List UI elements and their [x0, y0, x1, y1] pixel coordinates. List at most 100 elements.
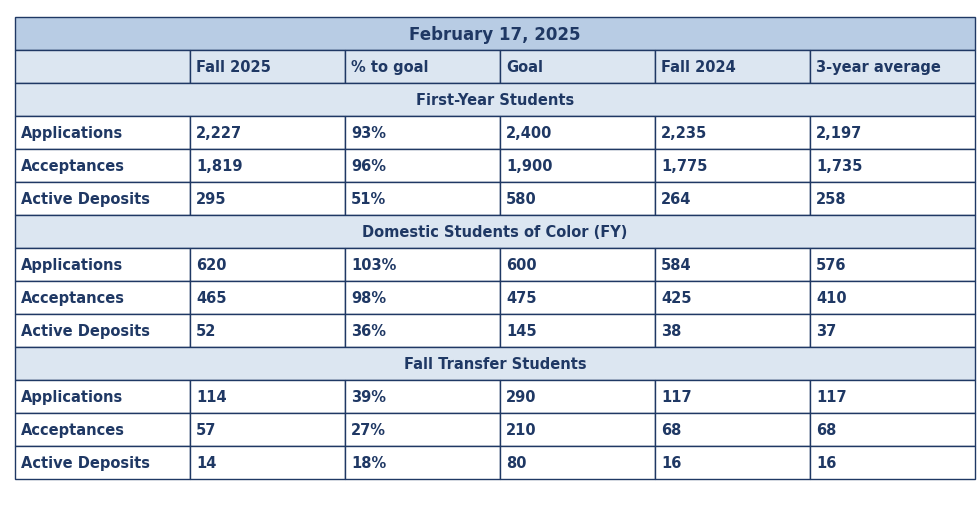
Text: Fall 2024: Fall 2024: [660, 60, 735, 75]
Text: 37: 37: [815, 323, 835, 338]
Text: 96%: 96%: [351, 159, 386, 174]
Bar: [655, 150, 809, 183]
Bar: [345, 380, 499, 413]
Text: 16: 16: [815, 455, 835, 470]
Bar: [15, 248, 190, 281]
Text: 80: 80: [505, 455, 526, 470]
Text: 14: 14: [195, 455, 216, 470]
Bar: [345, 150, 499, 183]
Bar: [190, 51, 345, 84]
Text: 36%: 36%: [351, 323, 386, 338]
Text: 580: 580: [505, 191, 536, 207]
Bar: [15, 216, 974, 248]
Text: 2,400: 2,400: [505, 126, 552, 140]
Text: 584: 584: [660, 258, 691, 272]
Bar: [345, 248, 499, 281]
Text: 18%: 18%: [351, 455, 386, 470]
Text: 39%: 39%: [351, 389, 386, 404]
Text: 98%: 98%: [351, 291, 386, 305]
Text: 117: 117: [815, 389, 846, 404]
Bar: [499, 281, 655, 315]
Bar: [15, 413, 190, 446]
Bar: [15, 281, 190, 315]
Bar: [809, 380, 974, 413]
Text: Goal: Goal: [505, 60, 542, 75]
Bar: [499, 183, 655, 216]
Bar: [655, 281, 809, 315]
Bar: [345, 281, 499, 315]
Bar: [499, 413, 655, 446]
Text: Applications: Applications: [21, 126, 123, 140]
Text: 2,227: 2,227: [195, 126, 242, 140]
Text: 475: 475: [505, 291, 536, 305]
Bar: [499, 315, 655, 347]
Bar: [345, 446, 499, 479]
Bar: [809, 117, 974, 150]
Text: 210: 210: [505, 422, 536, 437]
Bar: [15, 84, 974, 117]
Bar: [345, 183, 499, 216]
Text: 52: 52: [195, 323, 216, 338]
Bar: [190, 446, 345, 479]
Bar: [190, 150, 345, 183]
Text: 290: 290: [505, 389, 536, 404]
Text: 2,197: 2,197: [815, 126, 862, 140]
Bar: [499, 150, 655, 183]
Bar: [190, 248, 345, 281]
Bar: [15, 315, 190, 347]
Bar: [655, 117, 809, 150]
Text: Active Deposits: Active Deposits: [21, 191, 149, 207]
Bar: [655, 51, 809, 84]
Bar: [655, 315, 809, 347]
Text: 1,735: 1,735: [815, 159, 862, 174]
Text: 27%: 27%: [351, 422, 386, 437]
Text: 51%: 51%: [351, 191, 386, 207]
Text: 295: 295: [195, 191, 227, 207]
Bar: [190, 380, 345, 413]
Text: Active Deposits: Active Deposits: [21, 455, 149, 470]
Text: First-Year Students: First-Year Students: [415, 93, 573, 108]
Bar: [15, 117, 190, 150]
Bar: [499, 117, 655, 150]
Text: 600: 600: [505, 258, 536, 272]
Bar: [499, 446, 655, 479]
Bar: [499, 248, 655, 281]
Text: 57: 57: [195, 422, 216, 437]
Bar: [655, 380, 809, 413]
Text: Acceptances: Acceptances: [21, 159, 125, 174]
Bar: [190, 183, 345, 216]
Text: 264: 264: [660, 191, 691, 207]
Text: 576: 576: [815, 258, 846, 272]
Text: Applications: Applications: [21, 258, 123, 272]
Bar: [809, 315, 974, 347]
Text: 16: 16: [660, 455, 681, 470]
Text: Active Deposits: Active Deposits: [21, 323, 149, 338]
Bar: [190, 117, 345, 150]
Text: 117: 117: [660, 389, 691, 404]
Bar: [809, 281, 974, 315]
Text: 425: 425: [660, 291, 691, 305]
Bar: [15, 18, 974, 51]
Bar: [809, 150, 974, 183]
Bar: [15, 446, 190, 479]
Bar: [15, 183, 190, 216]
Bar: [345, 117, 499, 150]
Bar: [655, 446, 809, 479]
Text: Fall Transfer Students: Fall Transfer Students: [404, 356, 586, 371]
Bar: [190, 281, 345, 315]
Text: 38: 38: [660, 323, 681, 338]
Bar: [655, 183, 809, 216]
Text: 1,900: 1,900: [505, 159, 552, 174]
Bar: [655, 413, 809, 446]
Bar: [655, 248, 809, 281]
Bar: [345, 51, 499, 84]
Text: 103%: 103%: [351, 258, 396, 272]
Text: 620: 620: [195, 258, 227, 272]
Bar: [15, 347, 974, 380]
Bar: [809, 248, 974, 281]
Text: 410: 410: [815, 291, 846, 305]
Bar: [15, 380, 190, 413]
Bar: [809, 413, 974, 446]
Text: 2,235: 2,235: [660, 126, 706, 140]
Text: 258: 258: [815, 191, 846, 207]
